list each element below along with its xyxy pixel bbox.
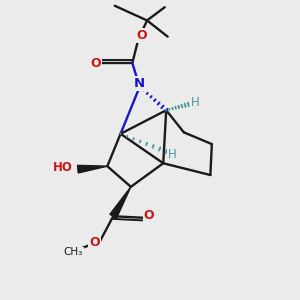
Text: CH₃: CH₃	[64, 248, 83, 257]
Text: O: O	[89, 236, 100, 249]
Text: O: O	[136, 29, 147, 42]
Text: HO: HO	[53, 161, 73, 174]
Text: O: O	[90, 57, 101, 70]
Text: H: H	[191, 96, 200, 110]
Polygon shape	[77, 165, 107, 173]
Text: O: O	[144, 209, 154, 222]
Text: N: N	[134, 77, 145, 90]
Polygon shape	[110, 187, 131, 218]
Text: H: H	[168, 148, 177, 161]
